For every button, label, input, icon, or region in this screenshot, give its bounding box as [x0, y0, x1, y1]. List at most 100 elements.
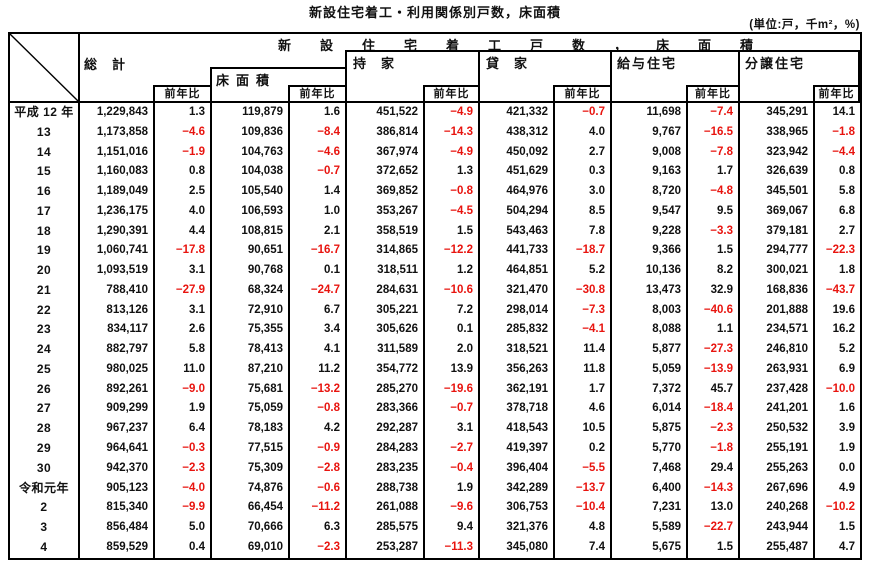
value-cell: 305,221 — [347, 300, 425, 321]
value-cell: −2.8 — [290, 458, 347, 479]
value-cell: −16.7 — [290, 241, 347, 262]
value-cell: 292,287 — [347, 419, 425, 440]
value-cell: 909,299 — [80, 399, 155, 420]
value-cell: 0.8 — [155, 162, 212, 183]
value-cell: 345,501 — [740, 182, 815, 202]
value-cell: 4.6 — [555, 399, 612, 420]
value-cell: 1,290,391 — [80, 221, 155, 242]
value-cell: 108,815 — [212, 221, 290, 242]
header-company-label: 給与住宅 — [617, 56, 678, 71]
value-cell: 284,283 — [347, 439, 425, 459]
header-floor-area-yoy: 前年比 — [288, 85, 347, 101]
value-cell: −4.8 — [688, 182, 740, 202]
value-cell: 9,366 — [612, 241, 688, 262]
value-cell: 356,263 — [480, 359, 555, 380]
value-cell: 0.0 — [839, 461, 855, 474]
value-cell: 1.9 — [425, 478, 480, 499]
value-cell: −5.5 — [555, 458, 612, 479]
value-cell: 9.5 — [688, 201, 740, 222]
year-cell: 22 — [10, 300, 80, 321]
value-cell: 2.7 — [555, 142, 612, 163]
value-cell: 379,181 — [740, 221, 815, 242]
value-cell: −0.8 — [290, 399, 347, 420]
value-cell: 323,942 — [740, 142, 815, 163]
value-cell: 311,589 — [347, 340, 425, 360]
value-cell: 75,059 — [212, 399, 290, 420]
value-cell: 1,229,843 — [80, 103, 155, 123]
value-cell: 1.4 — [290, 182, 347, 202]
value-cell: 263,931 — [740, 359, 815, 380]
header-owned-yoy: 前年比 — [423, 85, 480, 101]
value-cell: 4.0 — [155, 201, 212, 222]
value-cell: 1,160,083 — [80, 162, 155, 183]
value-cell: 285,270 — [347, 379, 425, 400]
year-cell: 23 — [10, 320, 80, 341]
value-cell: 6.9 — [839, 362, 855, 375]
value-cell: 7,468 — [612, 458, 688, 479]
value-cell: 354,772 — [347, 359, 425, 380]
value-cell: 1,236,175 — [80, 201, 155, 222]
year-cell: 24 — [10, 340, 80, 360]
value-cell: 5.2 — [839, 343, 855, 356]
band-header-label: 新設住宅着工戸数，床面積 — [278, 38, 783, 53]
value-cell: 74,876 — [212, 478, 290, 499]
value-cell: 418,543 — [480, 419, 555, 440]
value-cell: 856,484 — [80, 518, 155, 538]
value-cell: 0.1 — [290, 261, 347, 281]
value-cell: −7.3 — [555, 300, 612, 321]
value-cell: 105,540 — [212, 182, 290, 202]
units-note: (単位:戸，千m²，%) — [749, 19, 860, 31]
value-cell: 9,008 — [612, 142, 688, 163]
value-cell: 362,191 — [480, 379, 555, 400]
year-cell: 令和元年 — [10, 478, 80, 499]
value-cell: 0.8 — [839, 165, 855, 178]
value-cell: 201,888 — [740, 300, 815, 321]
table-body: 平成 12 年 1,229,843 1.3 119,879 1.6 451,522 −4.9… — [10, 103, 860, 558]
value-cell: 5,675 — [612, 537, 688, 558]
value-cell: −18.7 — [555, 241, 612, 262]
value-cell: 1.6 — [839, 402, 855, 415]
year-cell: 16 — [10, 182, 80, 202]
value-cell: 11.2 — [290, 359, 347, 380]
header-total-yoy: 前年比 — [153, 85, 212, 101]
value-cell: 19.6 — [832, 303, 855, 316]
value-cell: 788,410 — [80, 280, 155, 301]
value-cell: 6,014 — [612, 399, 688, 420]
value-cell: −3.3 — [688, 221, 740, 242]
value-cell: 9,767 — [612, 122, 688, 143]
value-cell: 4.1 — [290, 340, 347, 360]
value-cell: 1,173,858 — [80, 122, 155, 143]
value-cell: 5.0 — [155, 518, 212, 538]
value-cell: 104,038 — [212, 162, 290, 183]
year-cell: 17 — [10, 201, 80, 222]
value-cell: 8.2 — [688, 261, 740, 281]
value-cell: 3.1 — [425, 419, 480, 440]
value-cell: 2.1 — [290, 221, 347, 242]
value-cell: 0.1 — [425, 320, 480, 341]
value-cell: 464,976 — [480, 182, 555, 202]
value-cell: 1.9 — [839, 442, 855, 455]
header-total-label: 総計 — [84, 57, 141, 72]
value-cell: −27.9 — [155, 280, 212, 301]
year-cell: 20 — [10, 261, 80, 281]
value-cell: 0.4 — [155, 537, 212, 558]
value-cell: 372,652 — [347, 162, 425, 183]
table-header: 新設住宅着工戸数，床面積 総計 前年比 床面積 前年比 持家 前年比 貸家 前年… — [10, 34, 860, 103]
value-cell: 9,547 — [612, 201, 688, 222]
value-cell: 285,575 — [347, 518, 425, 538]
value-cell: 1.7 — [555, 379, 612, 400]
value-cell: −17.8 — [155, 241, 212, 262]
value-cell: 834,117 — [80, 320, 155, 341]
value-cell: 285,832 — [480, 320, 555, 341]
value-cell: 6.7 — [290, 300, 347, 321]
value-cell: −2.3 — [155, 458, 212, 479]
value-cell: 9.4 — [425, 518, 480, 538]
value-cell: 109,836 — [212, 122, 290, 143]
value-cell: 369,067 — [740, 201, 815, 222]
value-cell: 8.5 — [555, 201, 612, 222]
value-cell: 4.4 — [155, 221, 212, 242]
value-cell: −7.4 — [688, 103, 740, 123]
value-cell: −4.5 — [425, 201, 480, 222]
year-cell: 25 — [10, 359, 80, 380]
value-cell: 1.6 — [290, 103, 347, 123]
